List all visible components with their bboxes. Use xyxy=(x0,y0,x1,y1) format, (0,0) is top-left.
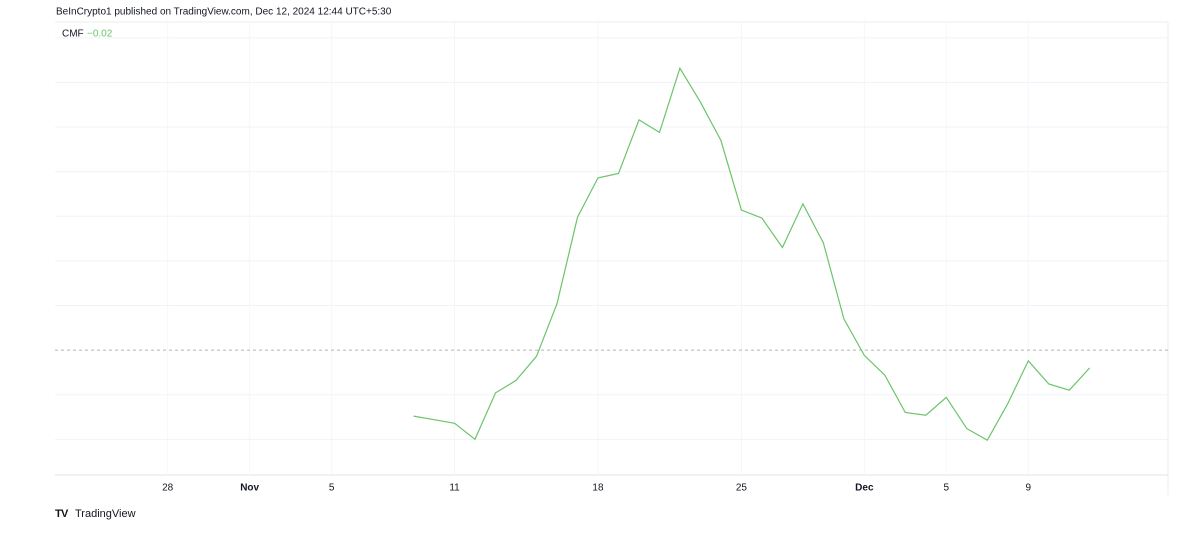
x-tick-label: 9 xyxy=(1025,483,1031,494)
x-tick-label: 28 xyxy=(162,483,174,494)
x-tick-label: 5 xyxy=(944,483,950,494)
logo: T V xyxy=(55,508,69,520)
x-tick-label: Nov xyxy=(240,483,259,494)
footer: TradingView xyxy=(75,508,136,520)
svg-text:V: V xyxy=(61,508,69,520)
header: BeInCrypto1 published on TradingView.com… xyxy=(56,7,392,18)
x-tick-label: 25 xyxy=(736,483,748,494)
x-tick-label: 18 xyxy=(592,483,604,494)
x-tick-label: Dec xyxy=(855,483,874,494)
x-tick-label: 5 xyxy=(329,483,335,494)
legend-name: CMF xyxy=(62,29,84,40)
svg-text:T: T xyxy=(55,508,62,520)
legend-value: −0.02 xyxy=(87,29,113,40)
x-tick-label: 11 xyxy=(449,483,460,494)
cmf-line xyxy=(413,66,1091,442)
